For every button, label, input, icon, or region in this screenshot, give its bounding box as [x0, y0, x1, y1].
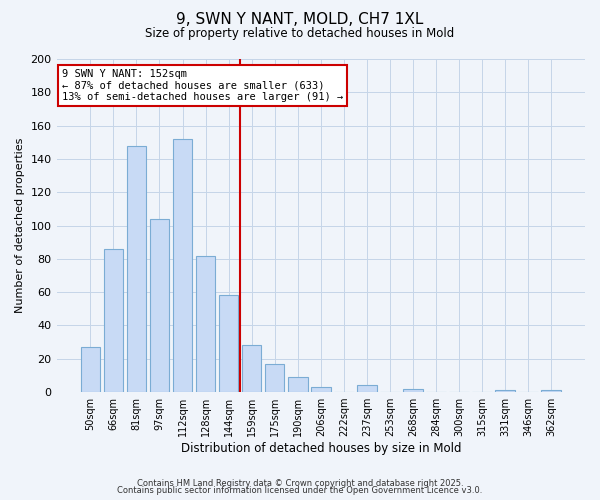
Text: 9, SWN Y NANT, MOLD, CH7 1XL: 9, SWN Y NANT, MOLD, CH7 1XL	[176, 12, 424, 28]
Bar	[219, 296, 238, 392]
Text: Contains HM Land Registry data © Crown copyright and database right 2025.: Contains HM Land Registry data © Crown c…	[137, 478, 463, 488]
Bar	[311, 387, 331, 392]
Bar	[541, 390, 561, 392]
Bar	[173, 139, 193, 392]
Text: Size of property relative to detached houses in Mold: Size of property relative to detached ho…	[145, 28, 455, 40]
Bar	[403, 389, 423, 392]
Bar	[242, 346, 262, 392]
Bar	[357, 386, 377, 392]
Bar	[80, 347, 100, 392]
Text: Contains public sector information licensed under the Open Government Licence v3: Contains public sector information licen…	[118, 486, 482, 495]
Bar	[196, 256, 215, 392]
Bar	[127, 146, 146, 392]
Bar	[496, 390, 515, 392]
Y-axis label: Number of detached properties: Number of detached properties	[15, 138, 25, 313]
Text: 9 SWN Y NANT: 152sqm
← 87% of detached houses are smaller (633)
13% of semi-deta: 9 SWN Y NANT: 152sqm ← 87% of detached h…	[62, 69, 343, 102]
Bar	[288, 377, 308, 392]
X-axis label: Distribution of detached houses by size in Mold: Distribution of detached houses by size …	[181, 442, 461, 455]
Bar	[149, 219, 169, 392]
Bar	[265, 364, 284, 392]
Bar	[104, 249, 123, 392]
